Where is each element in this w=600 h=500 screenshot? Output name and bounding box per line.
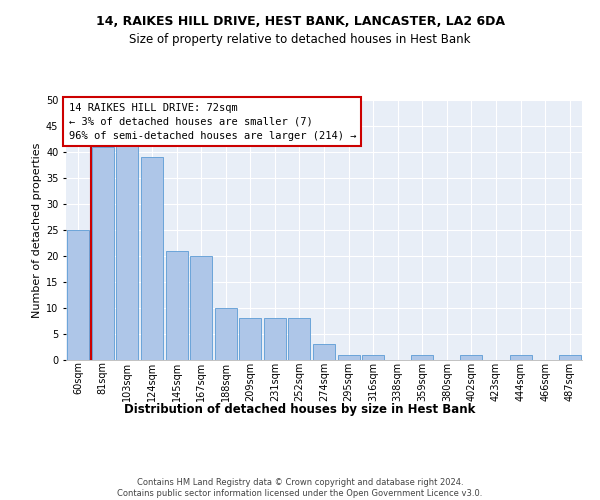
- Text: Contains HM Land Registry data © Crown copyright and database right 2024.
Contai: Contains HM Land Registry data © Crown c…: [118, 478, 482, 498]
- Text: 14 RAIKES HILL DRIVE: 72sqm
← 3% of detached houses are smaller (7)
96% of semi-: 14 RAIKES HILL DRIVE: 72sqm ← 3% of deta…: [68, 102, 356, 141]
- Bar: [313, 344, 335, 360]
- Bar: [92, 147, 114, 360]
- Bar: [141, 157, 163, 360]
- Bar: [215, 308, 237, 360]
- Bar: [264, 318, 286, 360]
- Bar: [411, 355, 433, 360]
- Bar: [116, 142, 139, 360]
- Bar: [239, 318, 262, 360]
- Text: Size of property relative to detached houses in Hest Bank: Size of property relative to detached ho…: [129, 32, 471, 46]
- Bar: [166, 251, 188, 360]
- Bar: [362, 355, 384, 360]
- Bar: [289, 318, 310, 360]
- Bar: [509, 355, 532, 360]
- Bar: [67, 230, 89, 360]
- Y-axis label: Number of detached properties: Number of detached properties: [32, 142, 41, 318]
- Bar: [559, 355, 581, 360]
- Text: Distribution of detached houses by size in Hest Bank: Distribution of detached houses by size …: [124, 402, 476, 415]
- Bar: [338, 355, 359, 360]
- Bar: [190, 256, 212, 360]
- Bar: [460, 355, 482, 360]
- Text: 14, RAIKES HILL DRIVE, HEST BANK, LANCASTER, LA2 6DA: 14, RAIKES HILL DRIVE, HEST BANK, LANCAS…: [95, 15, 505, 28]
